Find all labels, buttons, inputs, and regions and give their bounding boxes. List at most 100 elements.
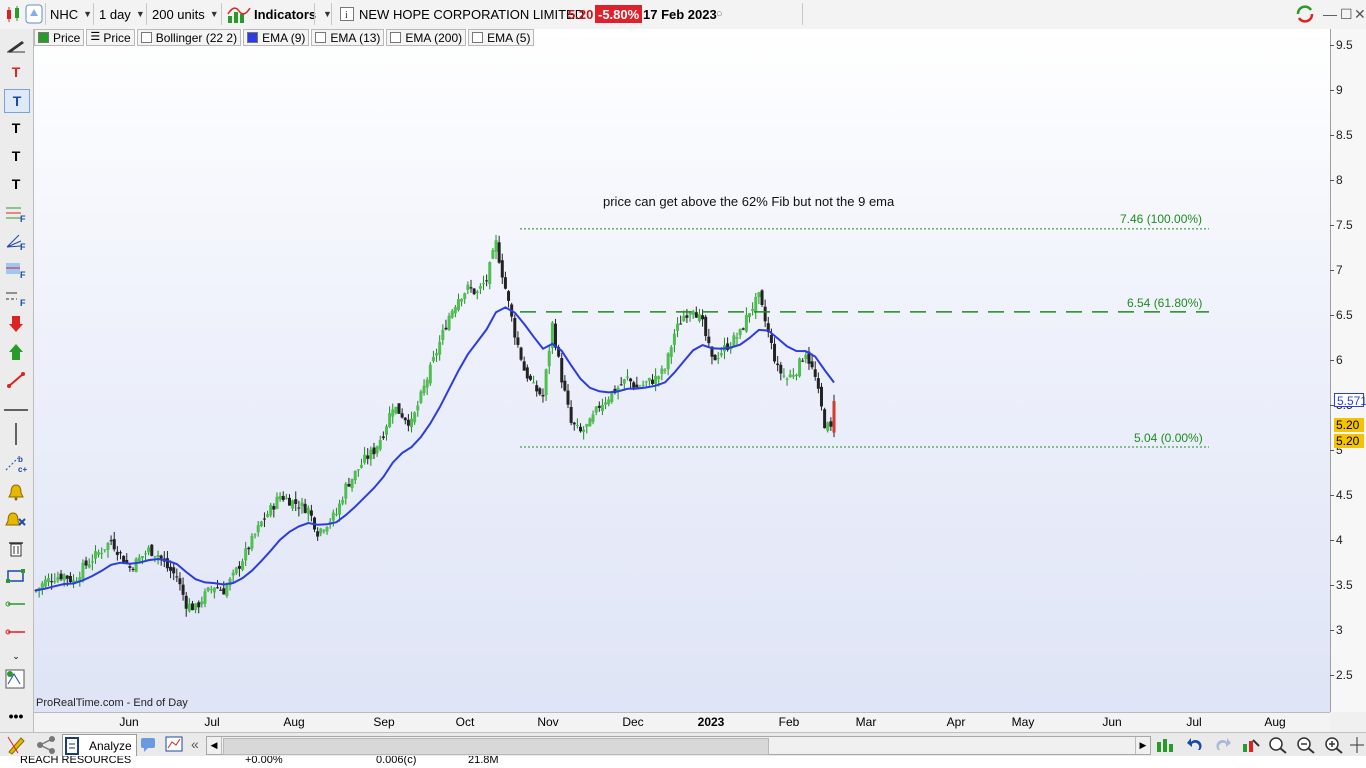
linked-instrument-icon[interactable] — [25, 3, 43, 25]
drawing-mode-icon[interactable] — [6, 735, 28, 758]
pencil-icon[interactable] — [4, 35, 28, 57]
chart-annotation[interactable]: price can get above the 62% Fib but not … — [603, 194, 895, 209]
scroll-right-icon[interactable]: ▶ — [1135, 737, 1150, 754]
legend-item-price-settings[interactable]: ☰ Price — [86, 29, 135, 46]
fib-fan-icon[interactable]: F — [4, 231, 28, 253]
legend-item-price-candles[interactable]: Price — [34, 29, 85, 46]
redo-icon[interactable] — [1214, 736, 1232, 757]
fib-extension-icon[interactable]: F — [4, 287, 28, 309]
refresh-icon[interactable] — [1294, 3, 1316, 25]
horizontal-line-icon[interactable] — [4, 399, 28, 421]
candle-body — [212, 587, 216, 593]
indicators-dropdown[interactable]: ▼ — [318, 3, 332, 25]
indicators-button[interactable]: Indicators — [227, 3, 316, 25]
candle-body — [175, 576, 179, 578]
segment-green-icon[interactable] — [4, 593, 28, 615]
zoom-fit-icon[interactable] — [1268, 736, 1288, 757]
arrow-up-icon[interactable] — [4, 341, 28, 363]
rectangle-icon[interactable] — [4, 565, 28, 587]
x-tick: Apr — [946, 715, 966, 729]
text-icon[interactable]: T — [11, 120, 21, 136]
change-badge: -5.80% — [595, 5, 643, 23]
zoom-in-icon[interactable] — [1324, 736, 1344, 757]
analyze-button[interactable]: Analyze — [62, 734, 137, 757]
arrow-down-icon[interactable] — [4, 313, 28, 335]
undo-icon[interactable] — [1186, 736, 1204, 757]
svg-text:i: i — [345, 10, 348, 21]
legend-item-ema9[interactable]: EMA (9) — [243, 29, 310, 46]
text-red-icon[interactable]: T — [11, 64, 21, 80]
candle-body — [375, 446, 379, 454]
candle-body — [306, 507, 310, 514]
new-chart-icon[interactable] — [165, 736, 185, 757]
chevron-down-icon[interactable]: ⌄ — [12, 650, 20, 661]
candle-body — [294, 499, 298, 504]
zoom-out-icon[interactable] — [1296, 736, 1316, 757]
candle-body — [572, 422, 576, 425]
y-tick: 3 — [1330, 623, 1343, 637]
legend-item-bollinger[interactable]: Bollinger (22 2) — [136, 29, 242, 46]
minimize-icon[interactable]: — — [1323, 6, 1337, 22]
watchlist-row[interactable]: REACH RESOURCES +0.00% 0.006(c) 21.8M — [0, 756, 1366, 768]
candle-body — [165, 558, 169, 569]
legend-item-ema200[interactable]: EMA (200) — [386, 29, 467, 46]
maximize-icon[interactable]: ☐ — [1340, 5, 1353, 22]
bottom-toolbar: Analyze « ◀ ▶ — [0, 732, 1366, 757]
candle-body — [153, 556, 157, 558]
candle-body — [350, 478, 354, 489]
price-chart[interactable] — [34, 29, 1330, 712]
candle-body — [413, 412, 417, 423]
measure-icon[interactable]: b c+ — [4, 453, 28, 475]
candle-body — [200, 601, 204, 605]
candle-body — [475, 291, 479, 293]
info-icon[interactable]: i — [340, 3, 354, 25]
alert-bell-icon[interactable] — [4, 481, 28, 503]
candle-body — [688, 312, 692, 315]
close-icon[interactable]: ✕ — [1354, 5, 1366, 22]
candle-body — [816, 378, 820, 389]
indicator-settings-icon[interactable] — [1241, 736, 1261, 757]
candle-body — [341, 499, 345, 504]
text-bold-icon[interactable]: T — [11, 148, 21, 164]
timeframe-select[interactable]: 1 day ▼ — [99, 3, 145, 25]
scrollbar-thumb[interactable] — [223, 738, 769, 755]
price-axis[interactable] — [1330, 29, 1366, 712]
chat-icon[interactable] — [140, 736, 158, 757]
candle-body — [488, 262, 492, 285]
more-options-icon[interactable]: ••• — [8, 708, 24, 724]
legend-item-ema5[interactable]: EMA (5) — [468, 29, 535, 46]
candle-body — [538, 388, 542, 395]
candlestick-chart-icon[interactable] — [4, 3, 22, 25]
scroll-left-double-icon[interactable]: « — [191, 736, 199, 752]
candle-body — [579, 426, 583, 432]
watchlist-name: REACH RESOURCES — [20, 756, 132, 766]
trendline-icon[interactable] — [4, 369, 28, 391]
horizontal-scrollbar[interactable]: ◀ ▶ — [206, 736, 1151, 755]
candle-body — [741, 328, 745, 330]
units-select[interactable]: 200 units ▼ — [152, 3, 219, 25]
fib-time-icon[interactable]: F — [4, 259, 28, 281]
candle-body — [403, 417, 407, 421]
candle-body — [826, 422, 830, 431]
candle-body — [266, 514, 270, 517]
candle-body — [40, 583, 44, 589]
candle-body — [647, 377, 651, 381]
trash-icon[interactable] — [4, 537, 28, 559]
drawing-settings-icon[interactable] — [4, 669, 28, 691]
symbol-select[interactable]: NHC ▼ — [50, 3, 92, 25]
text-large-icon[interactable]: T — [11, 176, 21, 192]
text-blue-icon[interactable]: T — [4, 89, 30, 113]
add-chart-icon[interactable] — [1156, 736, 1176, 757]
candle-body — [253, 534, 257, 536]
candle-body — [553, 323, 557, 348]
segment-red-icon[interactable] — [4, 621, 28, 643]
vertical-line-icon[interactable] — [4, 423, 28, 445]
scroll-left-icon[interactable]: ◀ — [207, 737, 222, 754]
fib-retracement-icon[interactable]: F — [4, 203, 28, 225]
share-icon[interactable] — [36, 735, 56, 758]
candle-body — [619, 384, 623, 386]
delete-alert-icon[interactable] — [4, 509, 28, 531]
time-axis[interactable] — [34, 712, 1330, 733]
crosshair-icon[interactable] — [1350, 736, 1364, 757]
legend-item-ema13[interactable]: EMA (13) — [311, 29, 385, 46]
